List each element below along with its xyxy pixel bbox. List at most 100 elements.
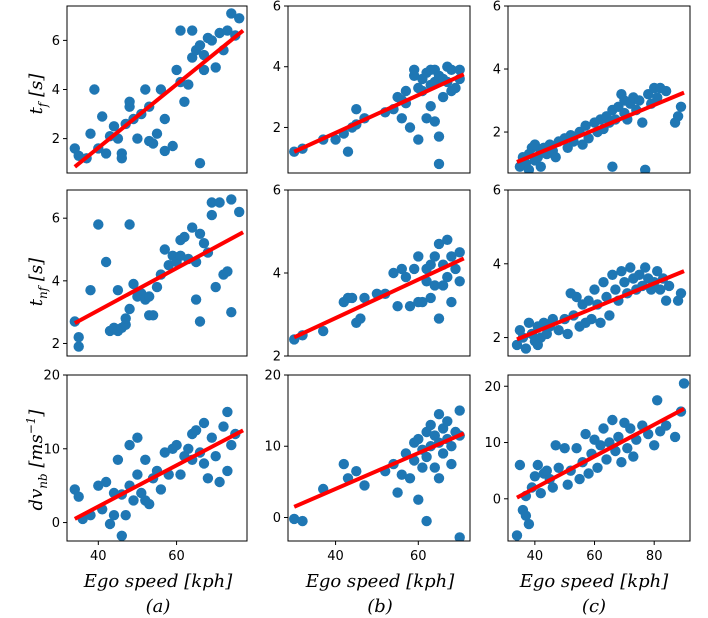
fit-line [293, 72, 465, 154]
data-point [155, 484, 167, 495]
data-point [159, 447, 170, 458]
data-point [595, 440, 606, 451]
data-point [550, 440, 561, 451]
fit-line [516, 406, 685, 500]
data-point [616, 457, 627, 468]
data-point [446, 251, 457, 262]
data-point [147, 138, 159, 149]
data-point [660, 420, 672, 431]
data-point [190, 425, 202, 436]
data-point [124, 96, 135, 108]
data-point [318, 325, 329, 337]
data-point [520, 510, 532, 521]
data-point [198, 64, 210, 76]
data-point [359, 292, 370, 304]
data-point [359, 480, 370, 491]
data-point [580, 428, 591, 440]
data-point [678, 378, 690, 389]
y-tick-label: 10 [484, 436, 501, 451]
data-point [222, 406, 233, 418]
data-point [413, 433, 424, 445]
data-point [433, 473, 445, 484]
data-point [625, 262, 636, 273]
data-point [194, 40, 206, 51]
data-point [355, 313, 366, 324]
data-point [73, 150, 84, 161]
data-point [592, 462, 603, 473]
panel-r2-c2: 2 4 6 [273, 184, 471, 365]
data-point [183, 443, 194, 454]
data-point [601, 454, 612, 465]
data-point [655, 284, 666, 295]
y-tick-label: 20 [43, 369, 60, 384]
y-tick-label: 6 [493, 0, 501, 15]
data-point [351, 104, 362, 115]
data-point [289, 513, 300, 525]
data-point [520, 343, 532, 354]
data-point [159, 113, 170, 125]
y-tick-label: 20 [264, 369, 281, 384]
data-point [425, 101, 436, 112]
data-point [450, 263, 461, 275]
data-point [167, 140, 178, 152]
data-point [652, 395, 663, 406]
data-point [649, 440, 660, 451]
data-point [622, 443, 633, 454]
data-point [446, 64, 457, 76]
data-point [652, 266, 663, 277]
data-point [202, 473, 214, 484]
data-point [437, 280, 449, 291]
data-point [607, 269, 618, 280]
data-point [400, 85, 412, 97]
data-point [151, 281, 163, 293]
data-point [553, 325, 564, 336]
data-point [535, 488, 546, 499]
data-point [523, 518, 535, 530]
data-point [351, 466, 362, 477]
data-point [571, 443, 582, 454]
data-point [425, 419, 436, 431]
data-point [206, 35, 217, 46]
xlabel-b: Ego speed [kph] [305, 571, 456, 592]
y-tick-label: 2 [52, 132, 60, 147]
data-point [198, 238, 210, 249]
data-point [511, 530, 523, 541]
fit-line [293, 256, 465, 340]
y-tick-label: 2 [273, 121, 281, 136]
data-point [132, 133, 143, 144]
data-point [97, 111, 108, 122]
data-point [559, 443, 570, 454]
row-3-ylabel: dvnb [ms−1] [24, 409, 50, 511]
panel-label-a: (a) [146, 596, 171, 617]
x-tick-label: 80 [646, 549, 663, 564]
data-point [663, 280, 675, 292]
data-point [104, 518, 116, 530]
data-point [643, 428, 654, 440]
data-point [532, 459, 543, 471]
data-point [210, 451, 221, 462]
data-point [210, 62, 221, 73]
data-point [421, 451, 432, 463]
data-point [392, 487, 403, 498]
panel-r2-c1: 2 4 6 [52, 189, 248, 357]
y-tick-label: 6 [273, 0, 281, 15]
row-1-ylabel: tf [s] [26, 73, 50, 115]
data-point [108, 510, 120, 521]
data-point [194, 228, 206, 239]
data-point [100, 256, 112, 268]
data-point [218, 421, 229, 432]
data-point [660, 85, 672, 97]
y-tick-label: 4 [52, 274, 60, 289]
data-point [404, 122, 416, 133]
row-2-ylabel: tnf [s] [26, 257, 50, 306]
y-tick-label: 0 [273, 511, 281, 526]
data-point [112, 285, 124, 296]
data-point [604, 310, 615, 321]
data-point [171, 439, 182, 451]
data-point [100, 148, 112, 159]
data-point [147, 310, 159, 321]
plot-frame [66, 374, 248, 542]
data-point [73, 491, 84, 502]
fit-line [73, 428, 245, 521]
data-point [198, 458, 210, 469]
